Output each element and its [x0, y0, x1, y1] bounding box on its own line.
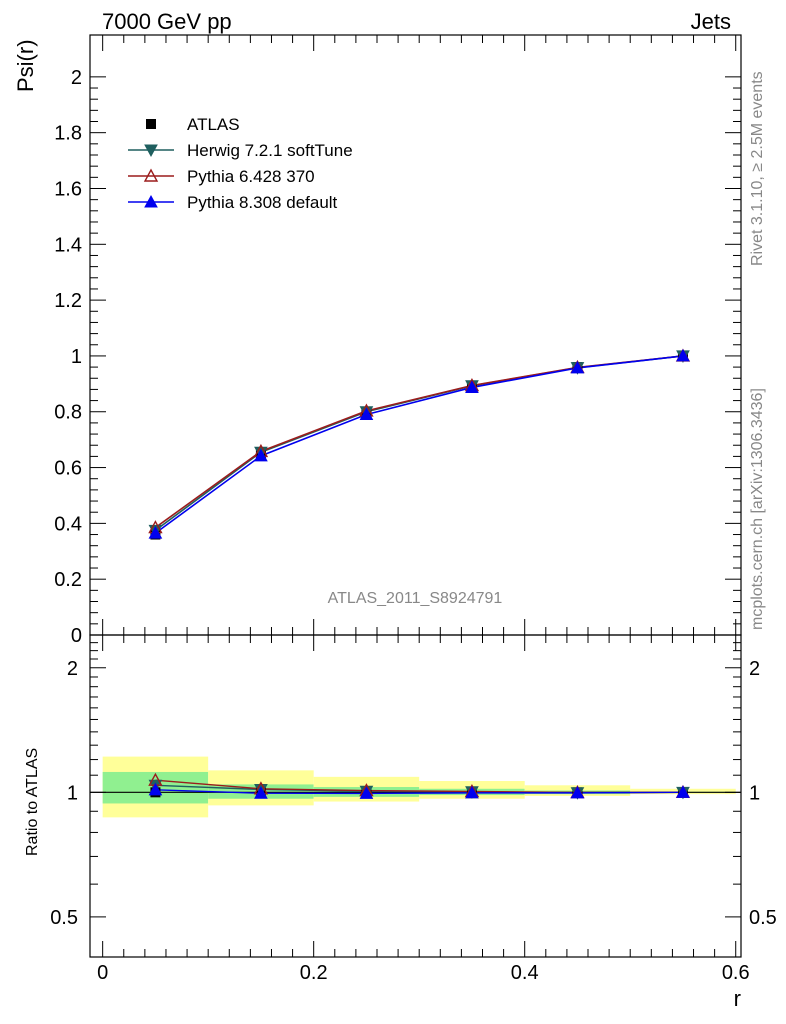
data-point: [148, 526, 163, 539]
legend-label: Pythia 8.308 default: [187, 193, 338, 212]
main-y-tick-label: 1.6: [54, 178, 82, 200]
ratio-point: [465, 785, 479, 799]
x-tick-label: 0.6: [722, 962, 750, 984]
ratio-y-tick-label: 2: [67, 658, 78, 680]
main-y-tick-label: 1.8: [54, 123, 82, 145]
ratio-ylabel: Ratio to ATLAS: [24, 748, 41, 856]
legend: ATLAS Herwig 7.2.1 softTune Pythia 6.428 3…: [128, 115, 353, 212]
analysis-label: ATLAS_2011_S8924791: [328, 590, 503, 607]
data-point: [676, 348, 690, 362]
main-y-tick-label: 0.8: [54, 402, 82, 424]
ratio-panel: 0.5 0.5 1 1 2 2 0 0.2 0.4 0.6: [50, 634, 777, 984]
x-tick-label: 0: [97, 962, 108, 984]
main-y-tick-label: 1.2: [54, 290, 82, 312]
x-tick-label: 0.2: [300, 962, 328, 984]
main-ylabel: Psi(r): [13, 39, 38, 92]
mcplots-label: mcplots.cern.ch [arXiv:1306.3436]: [749, 388, 766, 630]
ratio-frame: [89, 634, 742, 958]
main-y-tick-label: 0: [71, 625, 82, 647]
legend-marker: [144, 144, 158, 158]
ratio-point: [676, 785, 690, 798]
header-left: 7000 GeV pp: [102, 9, 232, 34]
ratio-y-tick-label-right: 2: [749, 658, 760, 680]
ratio-series-line: [155, 789, 683, 795]
data-point: [570, 360, 585, 374]
main-y-tick-label: 1.4: [54, 234, 82, 256]
ratio-y-tick-label-right: 0.5: [749, 907, 777, 929]
data-point: [465, 380, 479, 393]
legend-label: Herwig 7.2.1 softTune: [187, 141, 353, 160]
ratio-point: [254, 786, 268, 799]
data-point: [359, 407, 374, 421]
main-y-tick-label: 2: [71, 67, 82, 89]
legend-label: Pythia 6.428 370: [187, 167, 315, 186]
data-point: [254, 448, 268, 462]
series-line: [154, 355, 684, 531]
legend-label: ATLAS: [187, 115, 240, 134]
main-y-tick-label: 0.4: [54, 513, 82, 535]
series-line: [154, 355, 684, 529]
header-right: Jets: [691, 9, 731, 34]
main-y-tick-label: 1: [71, 346, 82, 368]
main-panel: 0 0.2 0.4 0.6 0.8 1 1.2 1.4 1.6 1.8 2: [54, 34, 742, 647]
ratio-y-tick-label: 1: [67, 782, 78, 804]
ratio-y-tick-label: 0.5: [50, 907, 78, 929]
ratio-point: [148, 782, 163, 796]
ratio-point: [570, 785, 585, 799]
ratio-point: [359, 786, 374, 799]
rivet-label: Rivet 3.1.10, ≥ 2.5M events: [749, 71, 766, 266]
x-axis-label: r: [734, 986, 741, 1011]
legend-marker: [143, 168, 159, 182]
main-y-tick-label: 0.6: [54, 458, 82, 480]
ratio-y-tick-label-right: 1: [749, 782, 760, 804]
x-tick-label: 0.4: [511, 962, 539, 984]
legend-marker: [144, 194, 158, 208]
main-y-tick-label: 0.2: [54, 569, 82, 591]
legend-marker: [146, 119, 156, 129]
series-line: [154, 355, 684, 534]
